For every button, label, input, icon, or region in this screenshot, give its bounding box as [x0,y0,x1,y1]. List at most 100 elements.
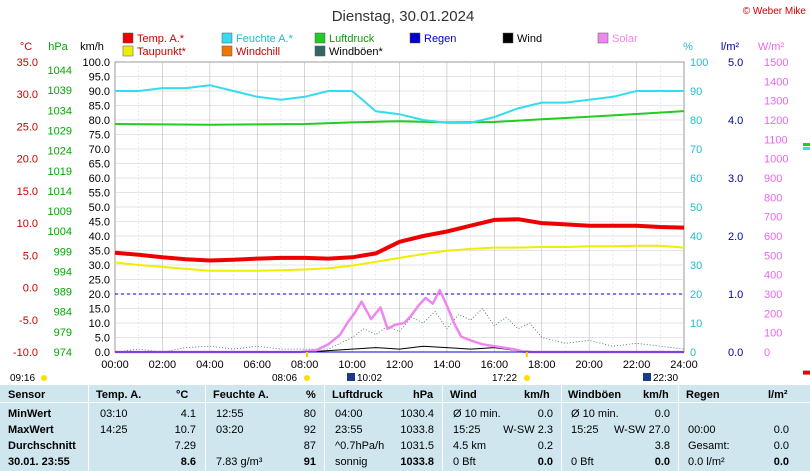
wind-tick-label: 45.0 [89,217,110,229]
x-tick-label: 20:00 [575,359,603,371]
pressure-tick-label: 984 [54,307,72,319]
unit-wind: km/h [80,41,104,53]
temp-tick-label: 25.0 [17,121,38,133]
moonrise-icon [643,373,651,381]
temp-tick-label: 5.0 [23,250,38,262]
solar-tick-label: 700 [764,212,782,224]
wind-left: 4.5 km [453,440,487,452]
solar-tick-label: 900 [764,173,782,185]
wind-tick-label: 50.0 [89,202,110,214]
header-pressure-unit: hPa [413,389,434,401]
summary-table: Sensor Temp. A. °C Feuchte A. % Luftdruc… [0,385,810,471]
legend-swatch [597,32,609,44]
wind-tick-label: 30.0 [89,260,110,272]
humidity-tick-label: 60 [690,173,702,185]
copyright-label: © Weber Mike [743,6,807,17]
moonset-icon [347,373,355,381]
legend-label: Wind [517,33,542,45]
legend-label: Windböen* [329,46,384,58]
start-time-label: 09:16 [10,373,35,384]
wind-tick-label: 90.0 [89,86,110,98]
wind-tick-label: 55.0 [89,188,110,200]
legend-label: Solar [612,33,638,45]
pressure-tick-label: 1044 [48,65,72,77]
solar-tick-label: 100 [764,328,782,340]
pressure-tick-label: 989 [54,287,72,299]
temp-time: 14:25 [100,424,128,436]
legend-swatch [122,32,134,44]
rain-tick-label: 5.0 [728,57,743,69]
rain-tick-label: 3.0 [728,173,743,185]
humidity-value: 92 [303,424,316,436]
wind-tick-label: 65.0 [89,159,110,171]
solar-tick-label: 400 [764,270,782,282]
solar-tick-label: 1100 [764,134,788,146]
pressure-value: 1030.4 [400,408,434,420]
wind-value: 0.0 [537,408,553,420]
pressure-time: sonnig [335,456,368,468]
unit-humidity: % [683,41,693,53]
pressure-current-marker [803,143,810,146]
header-humidity: Feuchte A. [213,389,269,401]
wind-left: Ø 10 min. [453,408,501,420]
humidity-tick-label: 0 [690,347,696,359]
gust-left: 0 Bft [571,456,594,468]
temp-tick-label: 30.0 [17,89,38,101]
sunset-time-label: 17:22 [492,373,517,384]
wind-left: 15:25 [453,424,481,436]
temp-tick-label: 10.0 [17,218,38,230]
solar-tick-label: 300 [764,289,782,301]
pressure-time: ^0.7hPa/h [335,440,385,452]
solar-tick-label: 1400 [764,76,788,88]
moonrise-time-label: 22:30 [653,373,678,384]
pressure-time: 23:55 [335,424,363,436]
humidity-tick-label: 100 [690,57,708,69]
humidity-value: 91 [303,456,316,468]
humidity-tick-label: 80 [690,115,702,127]
temp-value: 4.1 [180,408,196,420]
header-temp-unit: °C [176,389,189,401]
wind-tick-label: 15.0 [89,304,110,316]
pressure-value: 1033.8 [400,424,434,436]
temp-tick-label: 20.0 [17,154,38,166]
temp-tick-label: -10.0 [13,347,38,359]
rain-tick-label: 0.0 [728,347,743,359]
temp-tick-label: 0.0 [23,283,38,295]
humidity-tick-label: 90 [690,86,702,98]
rain-tick-label: 1.0 [728,289,743,301]
wind-tick-label: 100.0 [82,57,110,69]
pressure-tick-label: 1024 [48,146,72,158]
header-temp: Temp. A. [96,389,142,401]
legend-swatch [502,32,514,44]
gust-value: 3.8 [654,440,670,452]
gust-value: 0.0 [654,408,670,420]
rain-left: 0.0 l/m² [688,456,725,468]
legend-swatch [221,32,233,44]
wind-left: 0 Bft [453,456,476,468]
humidity-tick-label: 20 [690,289,702,301]
wind-tick-label: 70.0 [89,144,110,156]
wind-tick-label: 40.0 [89,231,110,243]
humidity-tick-label: 40 [690,231,702,243]
legend-label: Regen [424,33,456,45]
grid [114,61,685,353]
humidity-time: 12:55 [216,408,244,420]
series-line-luftdruck [114,110,685,126]
wind-tick-label: 35.0 [89,246,110,258]
series-line-solar [115,288,684,354]
rain-tick-label: 2.0 [728,231,743,243]
solar-tick-label: 1500 [764,57,788,69]
moonset-time-label: 10:02 [357,373,382,384]
solar-tick-label: 1300 [764,96,788,108]
pressure-tick-label: 1009 [48,206,72,218]
solar-tick-label: 500 [764,250,782,262]
temp-value: 10.7 [174,424,196,436]
wind-tick-label: 60.0 [89,173,110,185]
weather-chart: Dienstag, 30.01.2024 © Weber Mike Temp. … [10,6,810,384]
rain-left: 00:00 [688,424,716,436]
wind-tick-label: 85.0 [89,101,110,113]
pressure-value: 1033.8 [400,456,434,468]
gust-left: Ø 10 min. [571,408,619,420]
x-tick-label: 14:00 [433,359,461,371]
x-tick-label: 22:00 [623,359,651,371]
